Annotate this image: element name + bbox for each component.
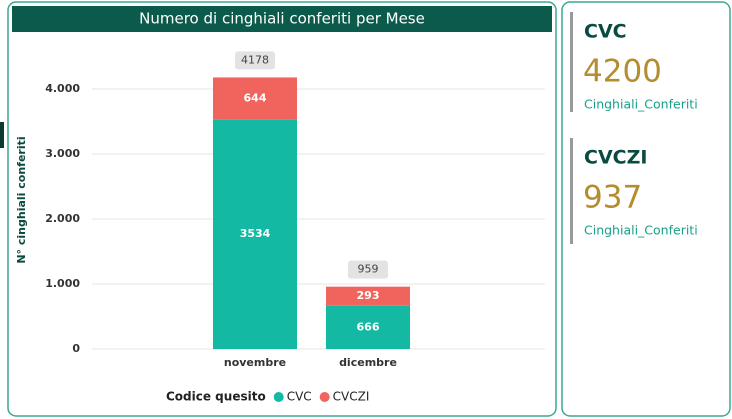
side-marker [0, 122, 4, 148]
y-tick-label: 3.000 [45, 147, 80, 160]
total-label: 4178 [241, 53, 269, 66]
card-title: CVCZI [584, 147, 647, 169]
data-label: 3534 [240, 227, 271, 240]
y-tick-label: 0 [72, 342, 80, 355]
card-caption: Cinghiali_Conferiti [584, 97, 698, 112]
x-tick-label: novembre [224, 356, 286, 369]
card-value: 937 [583, 180, 642, 216]
y-tick-label: 2.000 [45, 212, 80, 225]
card-accent [570, 12, 573, 112]
bar-segment [326, 305, 410, 349]
data-label: 666 [357, 320, 380, 333]
legend-entry: CVC [287, 390, 312, 404]
card-caption: Cinghiali_Conferiti [584, 223, 698, 238]
cards-panel [561, 1, 731, 417]
title-bar [12, 6, 552, 32]
x-tick-label: dicembre [339, 356, 397, 369]
legend-swatch [273, 392, 284, 402]
total-label: 959 [358, 263, 379, 276]
data-label: 644 [244, 91, 267, 104]
legend-title: Codice quesito [166, 390, 266, 404]
card-value: 4200 [583, 54, 662, 90]
chart-title: Numero di cinghiali conferiti per Mese [139, 10, 425, 28]
total-label-bg [348, 260, 388, 279]
bar-segment [213, 77, 297, 120]
bar-segment [326, 286, 410, 306]
legend-entry: CVCZI [333, 390, 370, 404]
legend-swatch [319, 392, 330, 402]
y-tick-label: 1.000 [45, 277, 80, 290]
card-accent [570, 138, 573, 244]
bar-segment [213, 119, 297, 349]
data-label: 293 [357, 289, 380, 302]
total-label-bg [235, 51, 275, 70]
card-title: CVC [584, 21, 627, 43]
y-tick-label: 4.000 [45, 82, 80, 95]
y-axis-label: N° cinghiali conferiti [15, 136, 28, 263]
